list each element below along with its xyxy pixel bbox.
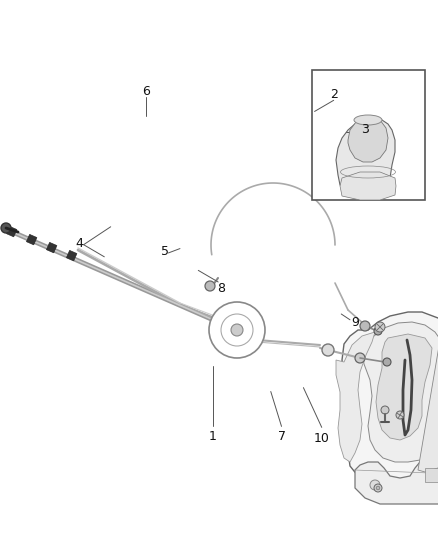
Circle shape	[383, 358, 391, 366]
Polygon shape	[67, 251, 77, 261]
Text: 10: 10	[314, 432, 330, 445]
Polygon shape	[46, 243, 57, 253]
Polygon shape	[7, 227, 17, 237]
Circle shape	[374, 327, 382, 335]
Circle shape	[381, 406, 389, 414]
Circle shape	[370, 480, 380, 490]
Bar	[425, 468, 438, 482]
Circle shape	[205, 281, 215, 291]
Circle shape	[360, 321, 370, 331]
Polygon shape	[348, 116, 388, 162]
Bar	[312, 70, 425, 200]
Polygon shape	[336, 332, 375, 462]
Circle shape	[374, 484, 382, 492]
Polygon shape	[340, 172, 396, 200]
Polygon shape	[418, 340, 438, 472]
Circle shape	[221, 314, 253, 346]
Text: 6: 6	[142, 85, 150, 98]
Circle shape	[355, 353, 365, 363]
Polygon shape	[26, 235, 37, 245]
Text: 7: 7	[278, 430, 286, 442]
Polygon shape	[342, 312, 438, 484]
Text: 1: 1	[209, 430, 217, 442]
Polygon shape	[336, 118, 395, 198]
Text: 9: 9	[351, 316, 359, 329]
Polygon shape	[355, 462, 438, 504]
Text: 4: 4	[75, 237, 83, 250]
Circle shape	[231, 324, 243, 336]
Text: 2: 2	[330, 88, 338, 101]
Ellipse shape	[354, 115, 382, 125]
Text: 8: 8	[217, 282, 226, 295]
Polygon shape	[376, 334, 432, 440]
Circle shape	[322, 344, 334, 356]
Polygon shape	[362, 322, 438, 462]
Circle shape	[376, 486, 380, 490]
Circle shape	[396, 411, 404, 419]
Circle shape	[375, 322, 385, 332]
Circle shape	[1, 223, 11, 233]
Text: 5: 5	[161, 246, 169, 259]
Text: 3: 3	[361, 123, 369, 136]
Circle shape	[209, 302, 265, 358]
